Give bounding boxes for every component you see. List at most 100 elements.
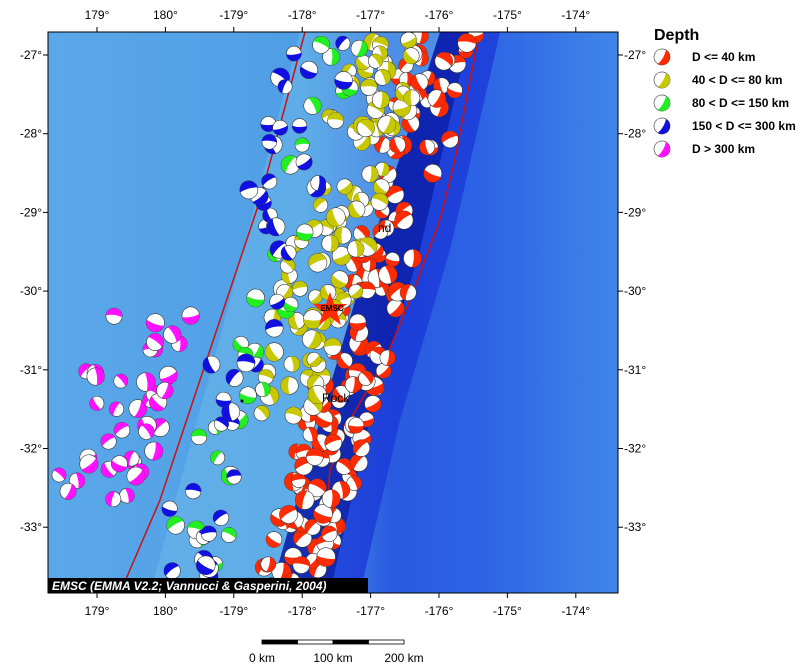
beachball <box>324 433 343 452</box>
beachball-quadrant <box>382 116 396 134</box>
beachball-quadrant <box>371 193 389 206</box>
beachball <box>215 391 232 408</box>
beachball-quadrant <box>226 369 240 385</box>
beachball <box>336 178 353 195</box>
legend-label: 150 < D <= 300 km <box>692 119 796 133</box>
beachball-quadrant <box>250 359 264 373</box>
beachball-quadrant <box>386 350 396 366</box>
beachball <box>51 467 67 483</box>
beachball <box>280 258 296 274</box>
beachball-quadrant <box>261 382 271 397</box>
beachball-quadrant <box>377 45 388 61</box>
beachball-quadrant <box>335 292 351 304</box>
beachball <box>332 385 350 403</box>
beachball <box>419 139 436 156</box>
beachball-quadrant <box>303 319 323 329</box>
beachball-quadrant <box>358 281 376 291</box>
beachball-quadrant <box>141 423 155 439</box>
x-tick-label: 179° <box>85 604 110 618</box>
beachball <box>296 223 314 241</box>
beachball <box>386 299 405 318</box>
beachball-quadrant <box>658 96 670 111</box>
beachball-quadrant <box>308 386 322 404</box>
beachball-quadrant <box>347 202 361 218</box>
beachball-quadrant <box>360 79 378 88</box>
beachball-quadrant <box>239 392 257 404</box>
beachball-quadrant <box>308 354 321 367</box>
beachball <box>299 60 318 79</box>
beachball <box>257 369 274 386</box>
beachball <box>202 355 221 374</box>
beachball <box>100 433 117 450</box>
beachball <box>110 455 128 473</box>
beachball <box>302 426 318 443</box>
beachball <box>349 313 367 331</box>
beachball-quadrant <box>283 301 298 312</box>
x-tick-label: -178° <box>288 8 317 22</box>
beachball <box>385 185 405 204</box>
place-dot <box>240 399 244 403</box>
beachball-quadrant <box>256 405 270 419</box>
beachball <box>347 240 365 258</box>
beachball <box>326 207 346 227</box>
beachball-quadrant <box>284 472 294 491</box>
y-tick-label: -28° <box>20 127 42 141</box>
scale-label: 0 km <box>249 651 275 665</box>
beachball-quadrant <box>161 506 178 517</box>
beachball-quadrant <box>292 125 307 134</box>
beachball <box>265 531 283 548</box>
beachball <box>307 385 327 405</box>
beachball <box>221 527 237 543</box>
beachball <box>161 500 178 517</box>
beachball-quadrant <box>658 50 670 65</box>
beachball-quadrant <box>261 173 276 186</box>
beachball <box>402 47 420 65</box>
beachball-quadrant <box>354 240 364 257</box>
beachball <box>246 288 265 308</box>
legend-label: D <= 40 km <box>692 50 755 64</box>
beachball <box>653 117 671 135</box>
beachball-quadrant <box>266 557 276 572</box>
beachball <box>196 555 216 576</box>
beachball <box>653 140 671 158</box>
beachball <box>321 525 338 543</box>
beachball-quadrant <box>109 401 120 416</box>
marker-label: EMSC <box>320 304 343 313</box>
beachball-quadrant <box>160 371 178 385</box>
axes: 179° 179° 180° 180° -179° -179° -178° -178° -177… <box>20 8 647 618</box>
y-tick-label: -29° <box>20 205 42 219</box>
scale-label: 200 km <box>384 651 423 665</box>
beachball-quadrant <box>151 442 163 461</box>
beachball-quadrant <box>300 66 317 79</box>
beachball-quadrant <box>101 462 115 478</box>
beachball-quadrant <box>369 245 384 260</box>
beachball <box>279 505 298 524</box>
beachball-quadrant <box>210 450 222 464</box>
beachball <box>375 363 392 379</box>
beachball-quadrant <box>373 224 387 237</box>
beachball <box>403 248 422 268</box>
beachball-quadrant <box>447 87 463 98</box>
beachball-quadrant <box>148 333 164 348</box>
beachball-quadrant <box>295 490 308 510</box>
beachball-quadrant <box>361 370 374 384</box>
beachball-quadrant <box>81 458 99 474</box>
beachball <box>321 234 339 253</box>
beachball-quadrant <box>277 308 295 319</box>
legend-label: 40 < D <= 80 km <box>692 73 782 87</box>
beachball <box>403 89 421 107</box>
beachball-quadrant <box>365 341 381 356</box>
beachball <box>313 504 333 524</box>
beachball <box>292 280 308 297</box>
beachball-quadrant <box>125 488 135 503</box>
scale-segment <box>368 639 405 645</box>
beachball-quadrant <box>385 257 400 267</box>
beachball <box>181 306 200 325</box>
beachball-quadrant <box>348 363 367 375</box>
beachball-quadrant <box>313 198 327 210</box>
beachball-quadrant <box>94 367 105 386</box>
beachball-quadrant <box>379 91 390 109</box>
beachball-quadrant <box>372 36 389 48</box>
beachball <box>128 399 148 418</box>
beachball-quadrant <box>313 36 330 49</box>
